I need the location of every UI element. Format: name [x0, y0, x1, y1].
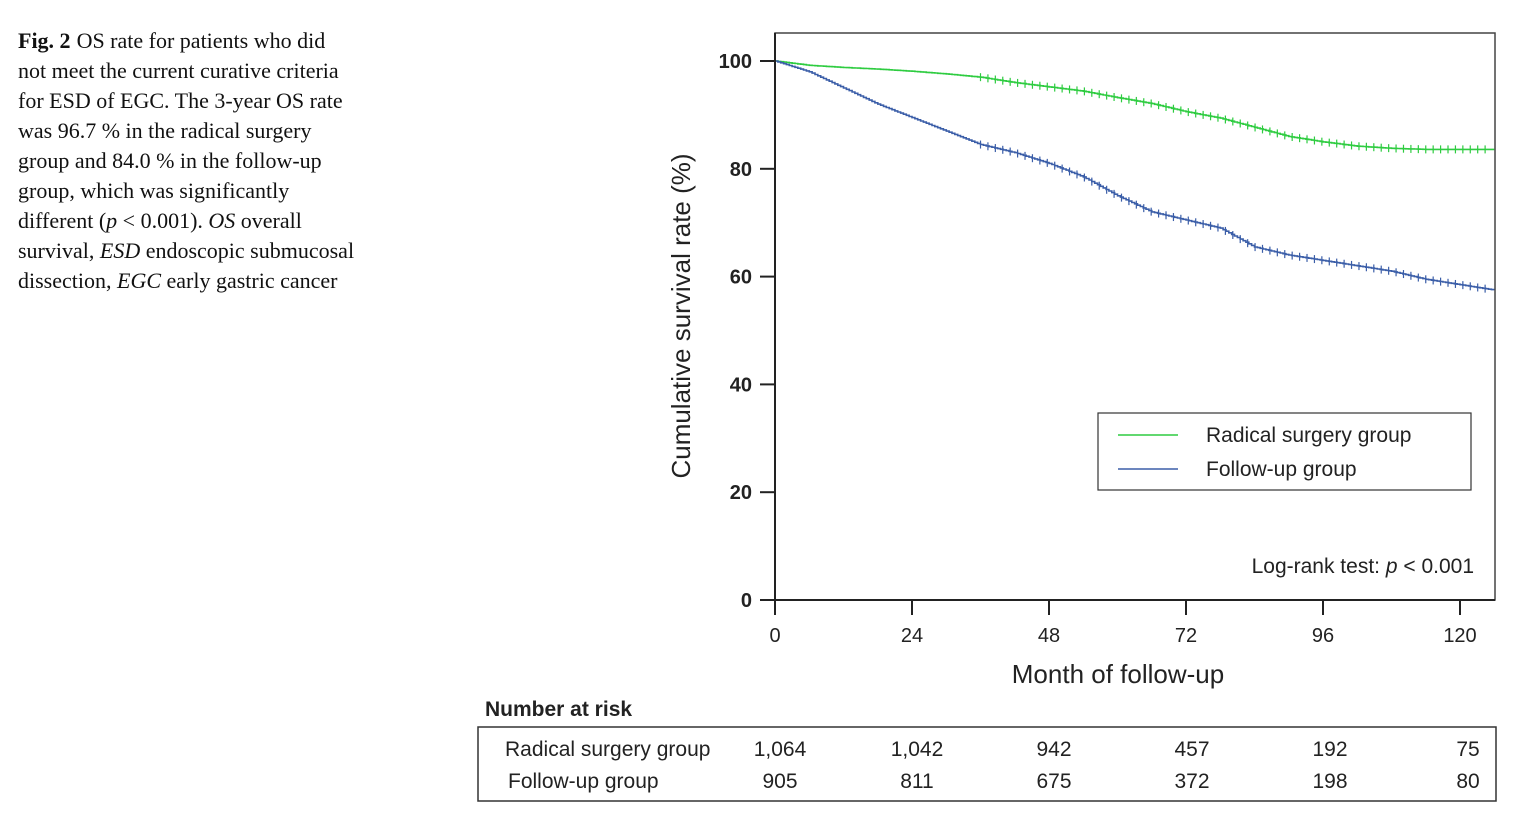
figure-caption: Fig. 2 OS rate for patients who did not m… [18, 26, 358, 296]
y-tick-label: 40 [730, 374, 752, 396]
risk-table-box [477, 726, 1497, 802]
x-tick-label: 72 [1175, 625, 1197, 647]
y-tick-label: 100 [719, 51, 752, 73]
x-tick-label: 120 [1443, 625, 1476, 647]
risk-cell: 192 [1312, 738, 1347, 761]
legend-label-followup: Follow-up group [1206, 458, 1357, 481]
risk-cell: 75 [1456, 738, 1479, 761]
x-tick-label: 24 [901, 625, 923, 647]
risk-cell: 675 [1036, 770, 1071, 793]
y-tick-label: 20 [730, 482, 752, 504]
caption-esd-abbr: ESD [99, 238, 141, 263]
series-line-1 [775, 60, 1496, 291]
series-layer [775, 60, 1496, 293]
legend-box [1097, 412, 1472, 491]
figure-label: Fig. 2 [18, 28, 71, 53]
series-line-0 [775, 60, 1495, 151]
x-tick-label: 0 [769, 625, 780, 647]
y-tick-label: 60 [730, 267, 752, 289]
caption-text-1: OS rate for patients who did not meet th… [18, 28, 343, 233]
caption-os-abbr: OS [208, 208, 236, 233]
risk-cell: 1,064 [754, 738, 807, 761]
x-tick-label: 96 [1312, 625, 1334, 647]
risk-cell: 942 [1036, 738, 1071, 761]
log-rank-annotation: Log-rank test: p < 0.001 [1252, 555, 1474, 578]
risk-table-title: Number at risk [485, 698, 632, 721]
risk-row-label: Radical surgery group [505, 738, 710, 761]
y-axis-title: Cumulative survival rate (%) [666, 153, 696, 478]
caption-text-2: < 0.001). [117, 208, 209, 233]
risk-cell: 811 [900, 770, 933, 793]
risk-row-label: Follow-up group [508, 770, 659, 793]
caption-os-def: overall survival, [18, 208, 302, 263]
y-ticks: 0 20 40 60 80 100 [719, 51, 775, 612]
risk-table-rows: Radical surgery group 1,064 1,042 942 457 192… [505, 738, 1480, 793]
x-axis-title: Month of follow-up [1012, 659, 1224, 689]
y-tick-label: 80 [730, 159, 752, 181]
caption-esd-def: endoscopic submucosal dissection, [18, 238, 355, 293]
caption-egc-def: early gastric cancer [161, 268, 338, 293]
caption-egc-abbr: EGC [117, 268, 161, 293]
legend-label-radical: Radical surgery group [1206, 424, 1411, 447]
risk-cell: 1,042 [891, 738, 944, 761]
risk-cell: 457 [1174, 738, 1209, 761]
plot-frame [774, 32, 1496, 601]
risk-cell: 80 [1456, 770, 1479, 793]
caption-p: p [106, 208, 118, 233]
y-tick-label: 0 [741, 590, 752, 612]
x-ticks: 0 24 48 72 96 120 [769, 600, 1477, 647]
risk-cell: 372 [1174, 770, 1209, 793]
risk-cell: 198 [1312, 770, 1347, 793]
x-tick-label: 48 [1038, 625, 1060, 647]
risk-cell: 905 [762, 770, 797, 793]
